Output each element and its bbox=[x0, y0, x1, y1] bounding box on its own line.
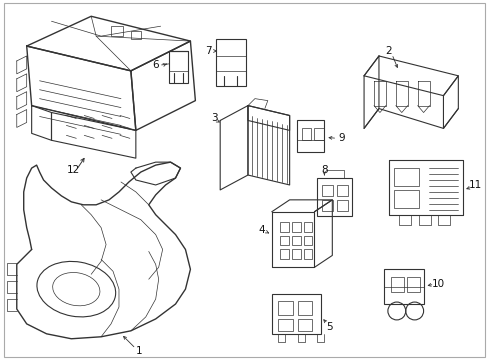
Text: 1: 1 bbox=[135, 346, 142, 356]
Text: 5: 5 bbox=[325, 322, 332, 332]
Bar bbox=[406, 277, 419, 292]
Bar bbox=[393, 190, 418, 208]
Bar bbox=[296, 121, 324, 152]
Text: 2: 2 bbox=[385, 46, 391, 56]
Bar bbox=[277, 319, 292, 331]
Bar bbox=[337, 200, 347, 211]
Bar bbox=[131, 31, 141, 39]
Bar bbox=[393, 168, 418, 186]
Text: 4: 4 bbox=[258, 225, 264, 235]
Bar bbox=[303, 222, 312, 231]
Bar bbox=[279, 222, 288, 231]
Text: 8: 8 bbox=[321, 165, 327, 175]
Text: 9: 9 bbox=[337, 133, 344, 143]
Bar bbox=[390, 277, 403, 292]
Bar bbox=[297, 319, 312, 331]
Bar bbox=[271, 294, 321, 334]
Bar bbox=[216, 39, 245, 86]
Bar bbox=[317, 178, 351, 216]
Bar bbox=[279, 235, 288, 246]
Bar bbox=[322, 200, 333, 211]
Bar bbox=[297, 301, 312, 315]
Bar bbox=[291, 235, 300, 246]
Bar bbox=[291, 222, 300, 231]
Bar bbox=[383, 269, 423, 304]
Bar bbox=[111, 26, 122, 36]
Text: 12: 12 bbox=[66, 165, 80, 175]
Bar bbox=[301, 129, 311, 140]
Text: 3: 3 bbox=[210, 113, 217, 123]
Text: 10: 10 bbox=[431, 279, 444, 289]
Text: 7: 7 bbox=[204, 46, 211, 56]
Bar bbox=[303, 235, 312, 246]
Bar bbox=[314, 129, 324, 140]
Bar bbox=[277, 301, 292, 315]
Text: 11: 11 bbox=[468, 180, 481, 190]
Bar bbox=[168, 51, 188, 83]
Text: 6: 6 bbox=[152, 60, 159, 70]
Bar bbox=[279, 249, 288, 260]
Bar bbox=[337, 185, 347, 196]
Bar bbox=[291, 249, 300, 260]
Bar bbox=[322, 185, 333, 196]
Bar bbox=[303, 249, 312, 260]
